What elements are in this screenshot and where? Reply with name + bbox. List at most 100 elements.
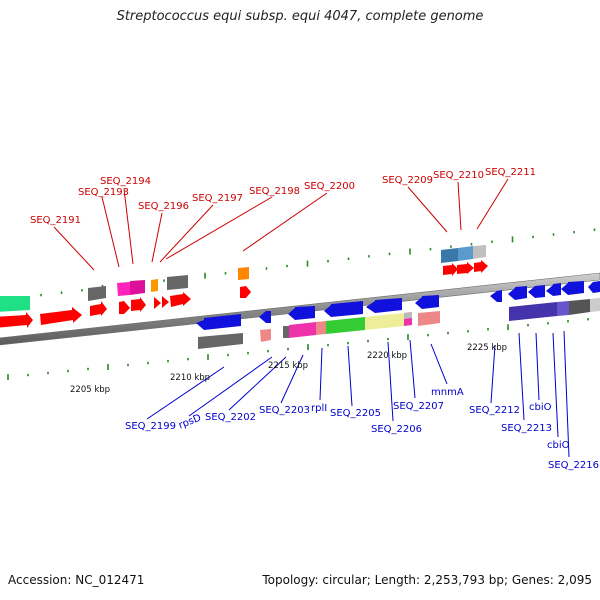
gene-feature [117, 282, 130, 296]
gene-label[interactable]: SEQ_2198 [249, 186, 300, 197]
tick-mark [224, 272, 227, 275]
gene-label[interactable]: cbiO [529, 402, 552, 413]
gene-feature [588, 281, 600, 293]
tick-mark [147, 361, 149, 365]
gene-feature [151, 279, 158, 292]
gene-feature [561, 281, 584, 295]
tick-mark [163, 279, 165, 282]
gene-label[interactable]: mnmA [431, 387, 464, 398]
tick-mark [167, 359, 169, 363]
gene-label[interactable]: SEQ_2205 [330, 408, 381, 419]
gene-feature [546, 283, 561, 296]
gene-label[interactable]: SEQ_2212 [469, 405, 520, 416]
tick-mark [368, 255, 370, 258]
gene-feature [365, 313, 404, 330]
gene-feature [198, 333, 243, 349]
gene-feature [288, 306, 315, 320]
forward-strand-features [0, 245, 488, 328]
gene-feature [283, 326, 289, 338]
tick-mark [87, 367, 89, 371]
reverse-callout-lines [146, 330, 570, 458]
gene-label[interactable]: SEQ_2199 [125, 421, 176, 432]
tick-mark [327, 260, 329, 263]
tick-mark [67, 369, 69, 373]
tick-mark [107, 364, 109, 370]
gene-label[interactable]: SEQ_2210 [433, 170, 484, 181]
scale-label: 2215 kbp [268, 361, 308, 371]
gene-label[interactable]: rpsD [177, 412, 203, 431]
tick-mark [532, 235, 534, 239]
gene-feature [0, 296, 30, 312]
tick-mark [388, 252, 391, 256]
tick-mark [247, 351, 249, 355]
tick-mark [60, 291, 63, 294]
tick-mark [81, 289, 83, 292]
gene-label[interactable]: SEQ_2207 [393, 401, 444, 412]
tick-mark [427, 333, 429, 337]
tick-mark [207, 354, 209, 361]
gene-feature [259, 311, 271, 323]
tick-mark [265, 267, 268, 270]
tick-mark [527, 324, 529, 327]
tick-mark [467, 330, 469, 333]
gene-label[interactable]: SEQ_2196 [138, 201, 189, 212]
gene-feature [162, 296, 169, 308]
gene-feature [324, 301, 363, 317]
tick-mark [187, 357, 189, 361]
tick-mark [429, 247, 432, 251]
gene-feature [289, 322, 316, 338]
gene-feature [240, 286, 251, 298]
gene-feature [473, 245, 486, 259]
tick-mark [204, 272, 206, 279]
gene-feature [154, 297, 161, 309]
gene-label[interactable]: SEQ_2191 [30, 215, 81, 226]
gene-label[interactable]: SEQ_2202 [205, 412, 256, 423]
scale-label: 2225 kbp [467, 343, 507, 353]
gene-feature [457, 262, 474, 274]
gene-label[interactable]: SEQ_2209 [382, 175, 433, 186]
gene-feature [508, 286, 527, 300]
gene-label[interactable]: SEQ_2193 [78, 187, 129, 198]
tick-mark [27, 373, 29, 377]
gene-feature [131, 297, 146, 312]
reverse-gene-labels: SEQ_2199 rpsD SEQ_2202 SEQ_2203 rplI SEQ… [125, 387, 599, 471]
gene-label[interactable]: SEQ_2200 [304, 181, 355, 192]
gene-label[interactable]: SEQ_2206 [371, 424, 422, 435]
gene-feature [404, 312, 412, 319]
tick-mark [387, 337, 389, 341]
gene-feature [415, 295, 439, 309]
map-title: Streptococcus equi subsp. equi 4047, com… [116, 9, 484, 24]
gene-label[interactable]: SEQ_2194 [100, 176, 151, 187]
forward-gene-labels: SEQ_2191 SEQ_2193 SEQ_2194 SEQ_2196 SEQ_… [30, 167, 536, 226]
gene-feature [119, 301, 130, 314]
gene-label[interactable]: SEQ_2197 [192, 193, 243, 204]
gene-label[interactable]: cbiO [547, 440, 570, 451]
gene-feature [474, 260, 488, 273]
gene-label[interactable]: SEQ_2211 [485, 167, 536, 178]
gene-feature [490, 290, 502, 302]
tick-mark [47, 371, 49, 375]
tick-mark [567, 320, 569, 323]
topology-summary: Topology: circular; Length: 2,253,793 bp… [262, 573, 592, 587]
gene-label[interactable]: SEQ_2216 [548, 460, 599, 471]
gene-label[interactable]: SEQ_2203 [259, 405, 310, 416]
tick-mark [409, 248, 411, 255]
gene-feature [557, 301, 569, 316]
gene-label[interactable]: SEQ_2213 [501, 423, 552, 434]
tick-mark [547, 322, 549, 325]
gene-feature [590, 298, 600, 312]
tick-mark [367, 339, 369, 343]
tick-mark [287, 347, 289, 351]
tick-mark [573, 230, 575, 234]
gene-label[interactable]: rplI [311, 403, 327, 414]
gene-feature [260, 329, 271, 342]
tick-mark [267, 349, 269, 353]
gene-feature [443, 263, 458, 276]
gene-feature [528, 285, 545, 298]
tick-mark [511, 236, 514, 243]
tick-mark [306, 260, 309, 267]
tick-mark [507, 324, 509, 331]
tick-mark [491, 240, 493, 243]
